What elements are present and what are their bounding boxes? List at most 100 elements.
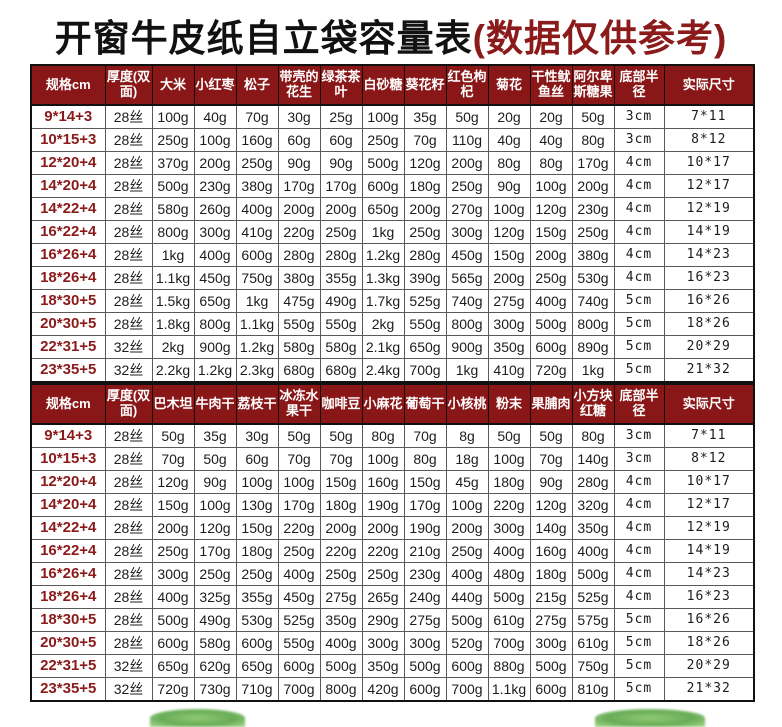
column-header: 荔枝干 — [235, 383, 279, 425]
column-header: 带壳的花生 — [277, 64, 321, 106]
data-cell: 28丝 — [104, 220, 153, 244]
data-cell: 40g — [529, 128, 573, 152]
table-row: 16*26+4 28丝 300g 250g 250g 400g 250g 250g 230g 40… — [30, 562, 755, 586]
spec-cell: 20*30+5 — [30, 631, 106, 655]
data-cell: 12*19 — [663, 197, 755, 221]
data-cell: 190g — [361, 493, 405, 517]
column-header: 绿茶茶叶 — [319, 64, 363, 106]
data-cell: 500g — [487, 585, 531, 609]
data-cell: 80g — [361, 423, 405, 448]
data-cell: 250g — [319, 562, 363, 586]
data-cell: 60g — [319, 128, 363, 152]
data-cell: 200g — [529, 243, 573, 267]
table-row: 14*22+4 28丝 200g 120g 150g 220g 200g 200g 190g 20… — [30, 516, 755, 540]
data-cell: 355g — [235, 585, 279, 609]
page-title-note: (数据仅供参考) — [472, 18, 728, 59]
data-cell: 600g — [361, 174, 405, 198]
data-cell: 500g — [151, 608, 195, 632]
data-cell: 70g — [151, 447, 195, 471]
data-cell: 28丝 — [104, 243, 153, 267]
data-cell: 200g — [193, 151, 237, 175]
data-cell: 1.2kg — [235, 335, 279, 359]
data-cell: 21*32 — [663, 677, 755, 702]
data-cell: 370g — [151, 151, 195, 175]
data-cell: 200g — [445, 516, 489, 540]
data-cell: 880g — [487, 654, 531, 678]
data-cell: 650g — [403, 335, 447, 359]
data-cell: 120g — [529, 493, 573, 517]
data-cell: 32丝 — [104, 654, 153, 678]
data-cell: 150g — [487, 243, 531, 267]
data-cell: 170g — [403, 493, 447, 517]
data-cell: 1.2kg — [361, 243, 405, 267]
capacity-table-snacks: 规格cm 厚度(双面) 巴木坦 牛肉干 荔枝干 冰冻水果干 咖啡豆 小麻花 葡萄干 小核桃 粉末 果脯… — [30, 383, 755, 702]
data-cell: 350g — [487, 335, 531, 359]
data-cell: 5cm — [613, 654, 665, 678]
data-cell: 400g — [235, 197, 279, 221]
data-cell: 300g — [529, 631, 573, 655]
data-cell: 2.4kg — [361, 358, 405, 383]
data-cell: 1kg — [571, 358, 615, 383]
table-row: 10*15+3 28丝 70g 50g 60g 70g 70g 100g 80g 18g 100g 7… — [30, 447, 755, 471]
data-cell: 265g — [361, 585, 405, 609]
column-header: 底部半径 — [613, 383, 665, 425]
table-row: 12*20+4 28丝 370g 200g 250g 90g 90g 500g 120g 200g… — [30, 151, 755, 175]
data-cell: 250g — [277, 539, 321, 563]
data-cell: 410g — [487, 358, 531, 383]
data-cell: 100g — [277, 470, 321, 494]
data-cell: 120g — [487, 220, 531, 244]
data-cell: 400g — [487, 539, 531, 563]
data-cell: 200g — [361, 516, 405, 540]
data-cell: 4cm — [613, 516, 665, 540]
data-cell: 8g — [445, 423, 489, 448]
table-row: 18*26+4 28丝 1.1kg 450g 750g 380g 355g 1.3kg 390g… — [30, 266, 755, 290]
data-cell: 4cm — [613, 220, 665, 244]
data-cell: 20*29 — [663, 335, 755, 359]
data-cell: 3cm — [613, 447, 665, 471]
table-row: 23*35+5 32丝 2.2kg 1.2kg 2.3kg 680g 680g 2.4kg 70… — [30, 358, 755, 383]
data-cell: 180g — [235, 539, 279, 563]
data-cell: 3cm — [613, 128, 665, 152]
data-cell: 160g — [529, 539, 573, 563]
data-cell: 550g — [277, 312, 321, 336]
data-cell: 280g — [277, 243, 321, 267]
data-cell: 1.3kg — [361, 266, 405, 290]
data-cell: 4cm — [613, 562, 665, 586]
data-cell: 500g — [529, 654, 573, 678]
data-cell: 230g — [193, 174, 237, 198]
data-cell: 300g — [487, 312, 531, 336]
data-cell: 10*17 — [663, 151, 755, 175]
data-cell: 28丝 — [104, 266, 153, 290]
data-cell: 500g — [571, 562, 615, 586]
table-row: 16*22+4 28丝 250g 170g 180g 250g 220g 220g 210g 25… — [30, 539, 755, 563]
data-cell: 900g — [445, 335, 489, 359]
data-cell: 28丝 — [104, 423, 153, 448]
header-row: 规格cm 厚度(双面) 巴木坦 牛肉干 荔枝干 冰冻水果干 咖啡豆 小麻花 葡萄干 小核桃 粉末 果脯… — [30, 383, 755, 425]
data-cell: 250g — [361, 562, 405, 586]
data-cell: 100g — [487, 197, 531, 221]
data-cell: 14*23 — [663, 243, 755, 267]
plant-decoration-right — [595, 709, 705, 727]
data-cell: 275g — [487, 289, 531, 313]
data-cell: 40g — [487, 128, 531, 152]
data-cell: 220g — [277, 220, 321, 244]
data-cell: 170g — [277, 174, 321, 198]
table-row: 20*30+5 28丝 600g 580g 600g 550g 400g 300g 300g 52… — [30, 631, 755, 655]
data-cell: 520g — [445, 631, 489, 655]
data-cell: 525g — [571, 585, 615, 609]
data-cell: 4cm — [613, 197, 665, 221]
data-cell: 70g — [403, 423, 447, 448]
data-cell: 320g — [571, 493, 615, 517]
data-cell: 250g — [193, 562, 237, 586]
data-cell: 100g — [193, 128, 237, 152]
data-cell: 250g — [445, 539, 489, 563]
table-row: 12*20+4 28丝 120g 90g 100g 100g 150g 160g 150g 45g… — [30, 470, 755, 494]
data-cell: 5cm — [613, 608, 665, 632]
data-cell: 380g — [235, 174, 279, 198]
column-header: 厚度(双面) — [104, 64, 153, 106]
data-cell: 30g — [235, 423, 279, 448]
column-header: 干性鱿鱼丝 — [529, 64, 573, 106]
data-cell: 280g — [319, 243, 363, 267]
data-cell: 30g — [277, 104, 321, 129]
data-cell: 90g — [277, 151, 321, 175]
